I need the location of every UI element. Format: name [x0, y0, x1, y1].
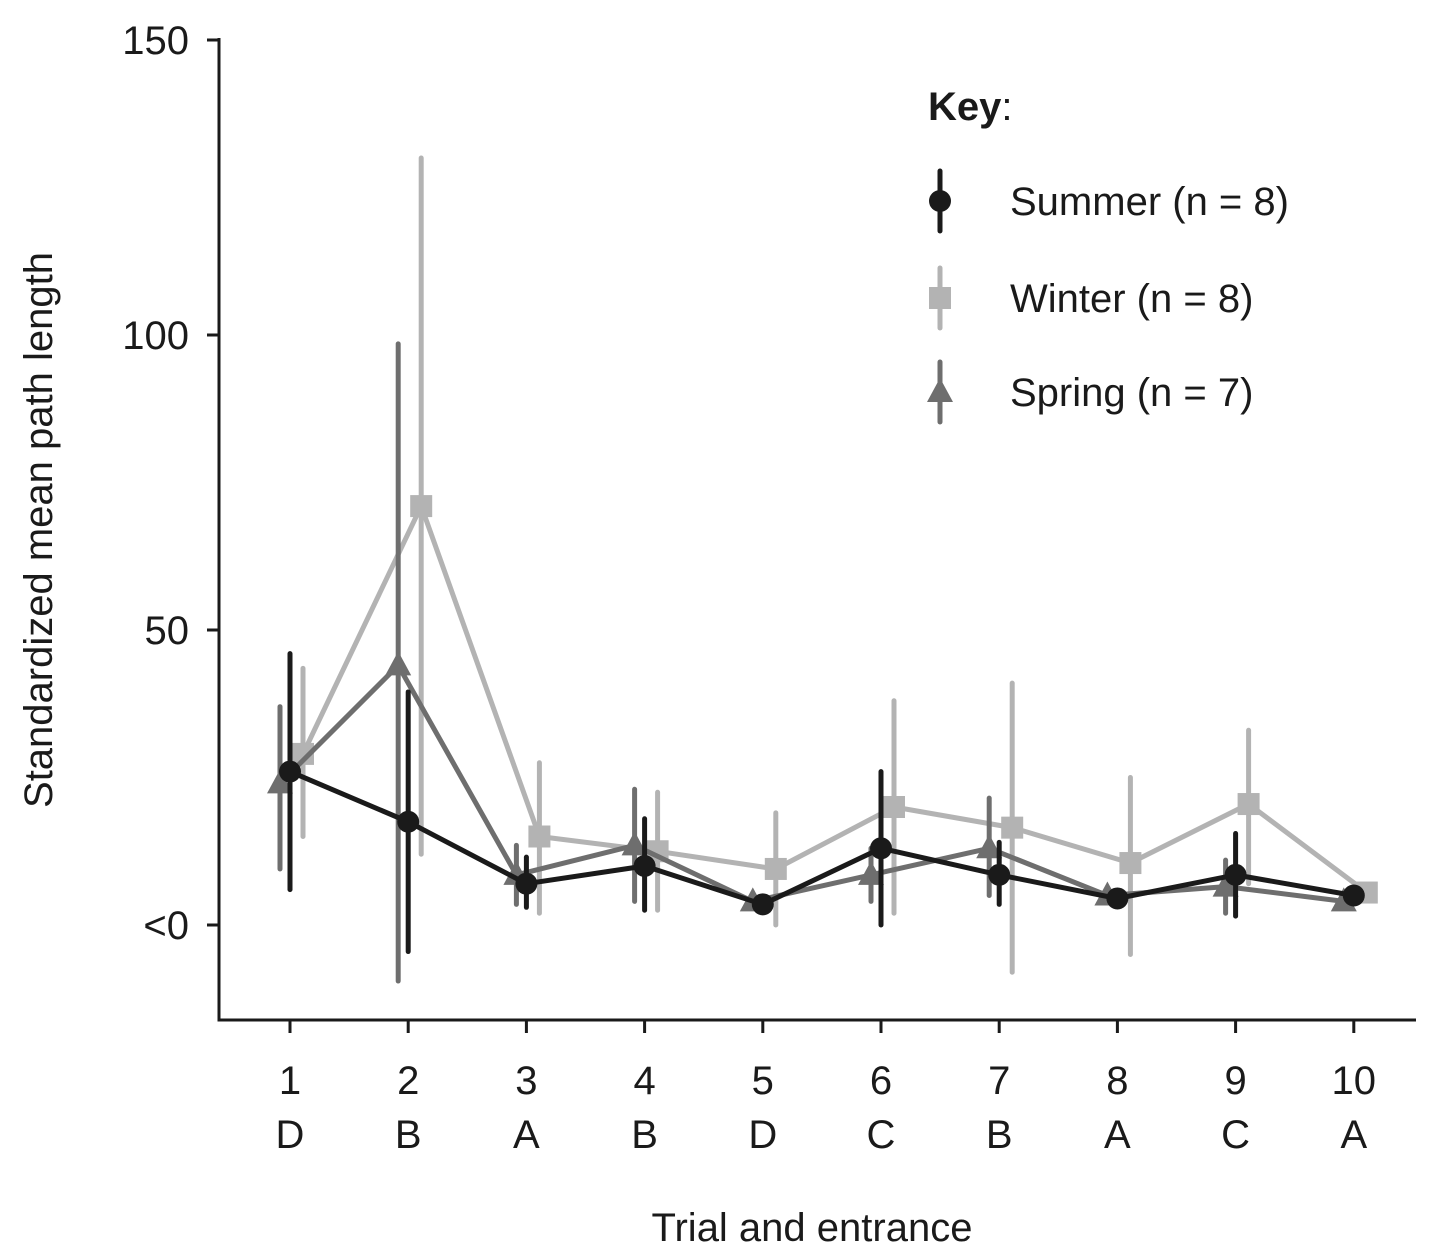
data-point	[528, 825, 551, 848]
data-point	[1212, 872, 1239, 897]
data-point	[988, 863, 1011, 886]
x-tick-label-entrance: B	[986, 1113, 1013, 1157]
x-tick-label-entrance: A	[1340, 1113, 1367, 1157]
data-point	[883, 796, 905, 818]
legend-entry-winter: Winter (n = 8)	[929, 265, 1253, 331]
x-tick-label-trial: 5	[752, 1059, 774, 1103]
legend-label: Spring (n = 7)	[1010, 371, 1253, 415]
data-point	[633, 855, 656, 877]
legend-title: Key:	[928, 85, 1013, 129]
x-tick-label-trial: 6	[870, 1059, 892, 1103]
x-tick-label-entrance: D	[748, 1113, 777, 1157]
legend-title-text: Key	[928, 85, 1002, 129]
plot-area	[267, 155, 1378, 984]
legend-entry-summer: Summer (n = 8)	[929, 168, 1289, 234]
legend-label: Summer (n = 8)	[1010, 180, 1289, 224]
data-point	[267, 769, 293, 794]
y-axis-title: Standardized mean path length	[17, 252, 61, 808]
data-point	[621, 831, 648, 856]
data-point	[1237, 793, 1260, 816]
data-point	[858, 860, 884, 885]
series-line	[278, 662, 1345, 904]
data-point	[976, 834, 1003, 859]
legend-marker-square	[929, 287, 951, 309]
x-tick-label-entrance: D	[276, 1113, 305, 1157]
legend-label: Winter (n = 8)	[1010, 277, 1253, 321]
series-summer	[279, 651, 1365, 955]
data-point	[751, 893, 774, 916]
x-tick-label-entrance: A	[513, 1113, 540, 1157]
x-tick-label-trial: 3	[515, 1059, 537, 1103]
x-tick-label-entrance: A	[1104, 1113, 1131, 1157]
legend-marker-triangle	[927, 378, 953, 402]
x-tick-label-trial: 9	[1224, 1059, 1246, 1103]
legend-entry-spring: Spring (n = 7)	[927, 359, 1253, 425]
data-point	[515, 872, 538, 895]
data-point	[397, 810, 420, 833]
x-tick-label-entrance: C	[1221, 1113, 1250, 1157]
y-tick-label: 50	[145, 609, 190, 653]
data-point	[764, 857, 787, 880]
legend: Key: Summer (n = 8) Winter (n = 8) Spring …	[927, 85, 1289, 425]
x-tick-label-trial: 1	[279, 1059, 301, 1103]
x-tick-label-trial: 7	[988, 1059, 1010, 1103]
x-tick-label-entrance: B	[395, 1113, 422, 1157]
data-point	[1342, 884, 1365, 907]
x-tick-label-trial: 8	[1106, 1059, 1128, 1103]
x-tick-label-entrance: B	[631, 1113, 658, 1157]
y-tick-label: 150	[122, 19, 189, 63]
data-point	[385, 651, 412, 676]
data-point	[1001, 816, 1024, 839]
data-point	[279, 760, 301, 783]
data-point	[870, 837, 892, 860]
legend-marker-circle	[929, 190, 951, 212]
x-tick-label-trial: 2	[397, 1059, 419, 1103]
data-point	[1224, 863, 1247, 886]
x-axis-title: Trial and entrance	[652, 1206, 973, 1250]
axes: <0 50 100 150 1 D 2 B 3 A 4 B 5 D 6 C 7 B 8 A 9 C 10 A	[122, 19, 1416, 1157]
y-tick-label: 100	[122, 314, 189, 358]
x-tick-label-trial: 4	[633, 1059, 655, 1103]
data-point	[292, 742, 314, 765]
data-point	[1119, 852, 1142, 875]
series-line	[289, 769, 1355, 907]
y-tick-label: <0	[143, 904, 189, 948]
x-tick-label-trial: 10	[1332, 1059, 1377, 1103]
data-point	[410, 495, 433, 518]
series-line	[300, 503, 1369, 895]
legend-title-suffix: :	[1001, 85, 1012, 129]
x-tick-label-entrance: C	[867, 1113, 896, 1157]
data-point	[1106, 887, 1129, 910]
